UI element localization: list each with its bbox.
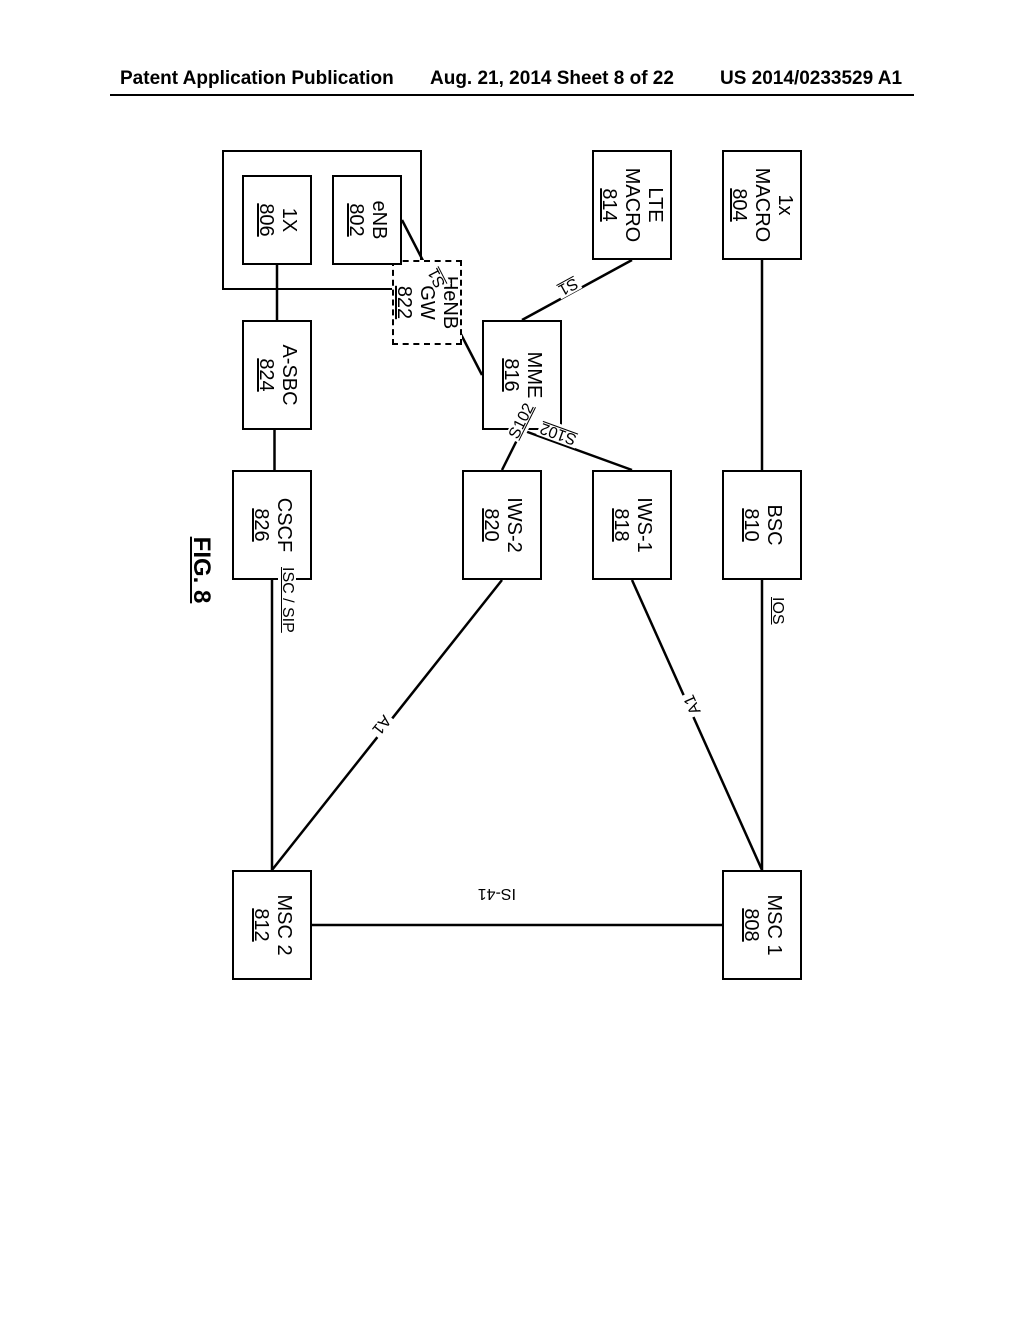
node-label: MME [522,352,545,399]
node-msc1: MSC 1808 [722,870,802,980]
header-center: Aug. 21, 2014 Sheet 8 of 22 [430,68,674,90]
node-msc2: MSC 2812 [232,870,312,980]
node-macro1x: 1xMACRO804 [722,150,802,260]
node-onex: 1X806 [242,175,312,265]
node-label: LTE [644,187,667,222]
node-label: 1x [774,194,797,215]
node-ref: 814 [598,188,621,221]
node-ltemacro: LTEMACRO814 [592,150,672,260]
edge-label: IS-41 [476,884,518,902]
node-label: MACRO [751,168,774,242]
node-ref: 808 [739,908,762,941]
node-label: CSCF [272,498,295,552]
node-iws2: IWS-2820 [462,470,542,580]
edge-label: IOS [768,595,786,627]
node-label: MSC 2 [272,894,295,955]
node-label: eNB [367,201,390,240]
node-label: MSC 1 [762,894,785,955]
node-ref: 824 [254,358,277,391]
figure-caption-text: FIG. 8 [188,537,215,604]
node-bsc: BSC810 [722,470,802,580]
node-label: 1X [277,208,300,232]
node-cscf: CSCF826 [232,470,312,580]
node-ref: 810 [739,508,762,541]
node-ref: 806 [254,203,277,236]
node-ref: 812 [249,908,272,941]
node-ref: 818 [609,508,632,541]
diagram-container: FIG. 8 1xMACRO804BSC810MSC 1808LTEMACRO8… [0,160,1024,1160]
header-rule [110,94,914,96]
node-asbc: A-SBC824 [242,320,312,430]
page: Patent Application Publication Aug. 21, … [0,0,1024,1320]
diagram-canvas: FIG. 8 1xMACRO804BSC810MSC 1808LTEMACRO8… [202,120,822,1020]
node-label: MACRO [621,168,644,242]
node-label: A-SBC [277,344,300,405]
node-enb: eNB802 [332,175,402,265]
node-ref: 820 [479,508,502,541]
node-label: IWS-1 [632,497,655,553]
figure-caption: FIG. 8 [187,537,215,604]
node-label: BSC [762,504,785,545]
node-iws1: IWS-1818 [592,470,672,580]
node-ref: 816 [499,358,522,391]
node-ref: 826 [249,508,272,541]
node-ref: 804 [728,188,751,221]
node-label: IWS-2 [502,497,525,553]
edge-label: ISC / SIP [278,565,296,635]
node-ref: 802 [344,203,367,236]
node-ref: 822 [393,286,416,319]
header-left: Patent Application Publication [120,68,394,90]
header-right: US 2014/0233529 A1 [720,68,902,90]
